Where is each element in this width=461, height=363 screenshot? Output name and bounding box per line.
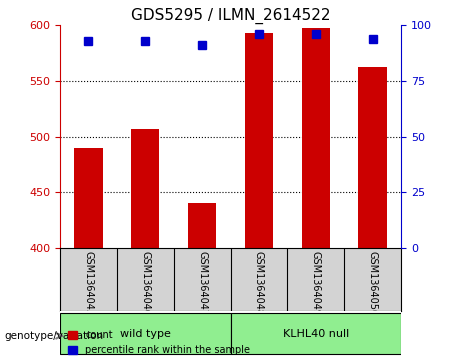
Text: GSM1364048: GSM1364048 bbox=[254, 251, 264, 316]
Bar bbox=[188, 203, 216, 248]
Text: GSM1364047: GSM1364047 bbox=[197, 251, 207, 316]
Bar bbox=[301, 28, 330, 248]
Bar bbox=[74, 148, 102, 248]
FancyBboxPatch shape bbox=[230, 314, 401, 354]
Text: GSM1364046: GSM1364046 bbox=[140, 251, 150, 316]
Legend: count, percentile rank within the sample: count, percentile rank within the sample bbox=[65, 327, 253, 358]
Text: wild type: wild type bbox=[120, 329, 171, 339]
Bar bbox=[131, 129, 160, 248]
Bar bbox=[245, 33, 273, 248]
Text: genotype/variation: genotype/variation bbox=[5, 331, 104, 341]
Text: GSM1364050: GSM1364050 bbox=[367, 251, 378, 316]
Bar bbox=[358, 66, 387, 248]
Title: GDS5295 / ILMN_2614522: GDS5295 / ILMN_2614522 bbox=[131, 8, 330, 24]
Text: KLHL40 null: KLHL40 null bbox=[283, 329, 349, 339]
Text: GSM1364049: GSM1364049 bbox=[311, 251, 321, 316]
FancyBboxPatch shape bbox=[60, 314, 230, 354]
Text: GSM1364045: GSM1364045 bbox=[83, 251, 94, 316]
